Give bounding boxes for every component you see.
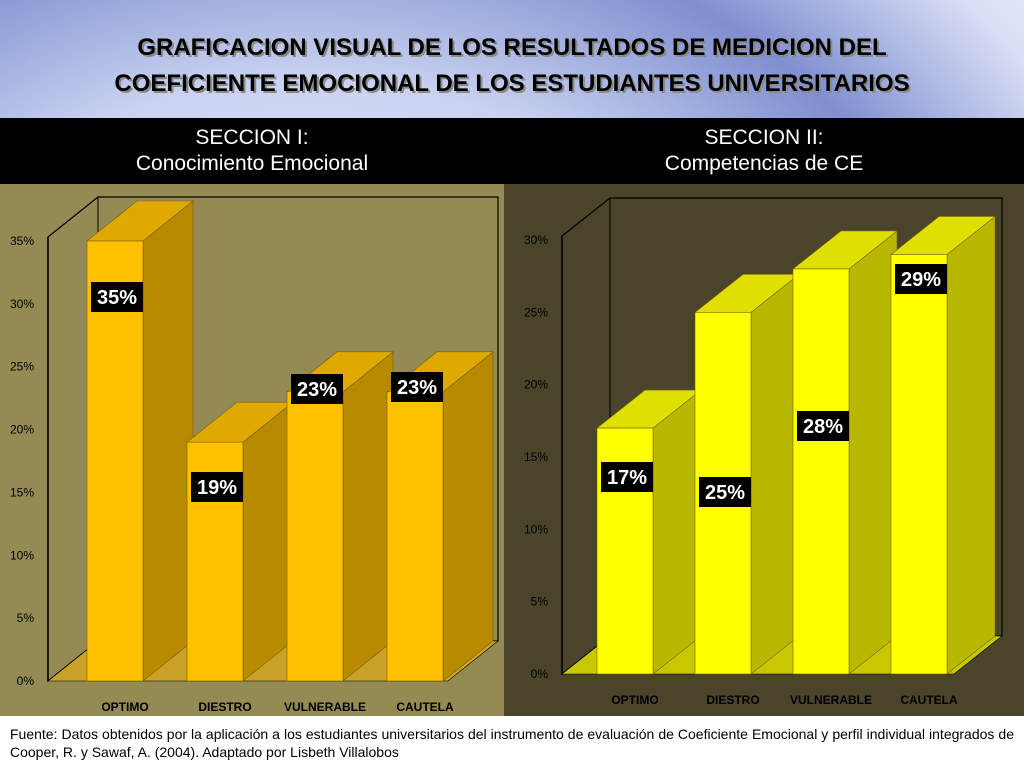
section-2-data-label-box <box>797 411 849 441</box>
title-line-2: COEFICIENTE EMOCIONAL DE LOS ESTUDIANTES… <box>114 70 910 97</box>
section-2-data-label-box <box>601 462 653 492</box>
section-1-data-label-box <box>191 472 243 502</box>
section-1-header: SECCION I: Conocimiento Emocional <box>0 118 504 184</box>
section-2-category-label: OPTIMO <box>611 693 658 707</box>
section-2-header: SECCION II: Competencias de CE <box>504 118 1024 184</box>
section-2-ytick-label: 0% <box>531 667 549 681</box>
section-2-ytick-label: 5% <box>531 595 549 609</box>
section-1-data-label: 35% <box>97 287 137 309</box>
section-1-ytick-label: 35% <box>10 234 34 248</box>
section-2-bar-side <box>946 215 996 675</box>
section-1-ytick-label: 5% <box>17 611 35 625</box>
title-line-1: GRAFICACION VISUAL DE LOS RESULTADOS DE … <box>137 34 887 61</box>
section-1-data-label-box <box>91 282 143 312</box>
section-1-data-label-box <box>291 374 343 404</box>
section-2-data-label: 28% <box>803 416 843 438</box>
section-2-ytick-label: 30% <box>524 233 548 247</box>
section-1-bar <box>386 391 444 682</box>
bar-chart-section-1: 0% 5% 10% 15% 20% 25% 30% 35% 35% OPTIMO 19% DIESTR… <box>10 196 499 714</box>
section-1-header-line-1: SECCION I: <box>195 126 309 149</box>
section-1-bar-side <box>442 351 494 682</box>
section-1-bar <box>86 240 144 682</box>
section-2-data-label: 25% <box>705 482 745 504</box>
section-1-bar-side <box>142 200 194 682</box>
section-2-ytick-label: 20% <box>524 378 548 392</box>
section-1-category-label: OPTIMO <box>101 700 148 714</box>
chart-panel-section-2: 0% 5% 10% 15% 20% 25% 30% 17% OPTIMO 25% DIESTRO 28… <box>504 184 1024 716</box>
section-1-bar-side <box>342 351 394 682</box>
section-1-data-label: 23% <box>297 379 337 401</box>
section-1-category-label: DIESTRO <box>198 700 251 714</box>
section-2-bar-side <box>848 230 898 675</box>
section-1-bar-side <box>242 401 294 682</box>
section-2-data-label-box <box>895 264 947 294</box>
section-2-category-label: CAUTELA <box>900 693 958 707</box>
section-2-data-label-box <box>699 477 751 507</box>
section-2-bar-side <box>750 273 800 675</box>
section-1-bar <box>286 391 344 682</box>
section-2-header-line-2: Competencias de CE <box>664 152 864 175</box>
section-2-ytick-label: 10% <box>524 522 548 536</box>
section-1-header-line-2: Conocimiento Emocional <box>135 152 369 175</box>
section-1-category-label: VULNERABLE <box>284 700 366 714</box>
section-1-ytick-label: 10% <box>10 548 34 562</box>
section-1-category-label: CAUTELA <box>396 700 454 714</box>
section-2-data-label: 29% <box>901 269 941 291</box>
bar-chart-section-2: 0% 5% 10% 15% 20% 25% 30% 17% OPTIMO 25% DIESTRO 28… <box>524 197 1003 707</box>
section-2-bar <box>890 254 948 675</box>
section-2-header-line-1: SECCION II: <box>704 126 824 149</box>
section-1-data-label: 23% <box>397 377 437 399</box>
section-2-ytick-label: 25% <box>524 305 548 319</box>
chart-panel-section-1: 0% 5% 10% 15% 20% 25% 30% 35% 35% OPTIMO 19% DIESTR… <box>0 184 504 716</box>
section-1-ytick-label: 15% <box>10 485 34 499</box>
section-1-ytick-label: 25% <box>10 360 34 374</box>
source-footnote: Fuente: Datos obtenidos por la aplicació… <box>0 716 1024 768</box>
section-1-ytick-label: 30% <box>10 297 34 311</box>
section-2-category-label: DIESTRO <box>706 693 759 707</box>
slide-title: GRAFICACION VISUAL DE LOS RESULTADOS DE … <box>0 30 1024 102</box>
section-2-bar <box>792 268 850 675</box>
section-2-ytick-label: 15% <box>524 450 548 464</box>
section-2-bar-side <box>652 389 702 675</box>
section-1-ytick-label: 0% <box>17 674 35 688</box>
section-1-ytick-label: 20% <box>10 423 34 437</box>
section-1-data-label-box <box>391 372 443 402</box>
section-2-category-label: VULNERABLE <box>790 693 872 707</box>
section-2-data-label: 17% <box>607 467 647 489</box>
section-1-data-label: 19% <box>197 477 237 499</box>
